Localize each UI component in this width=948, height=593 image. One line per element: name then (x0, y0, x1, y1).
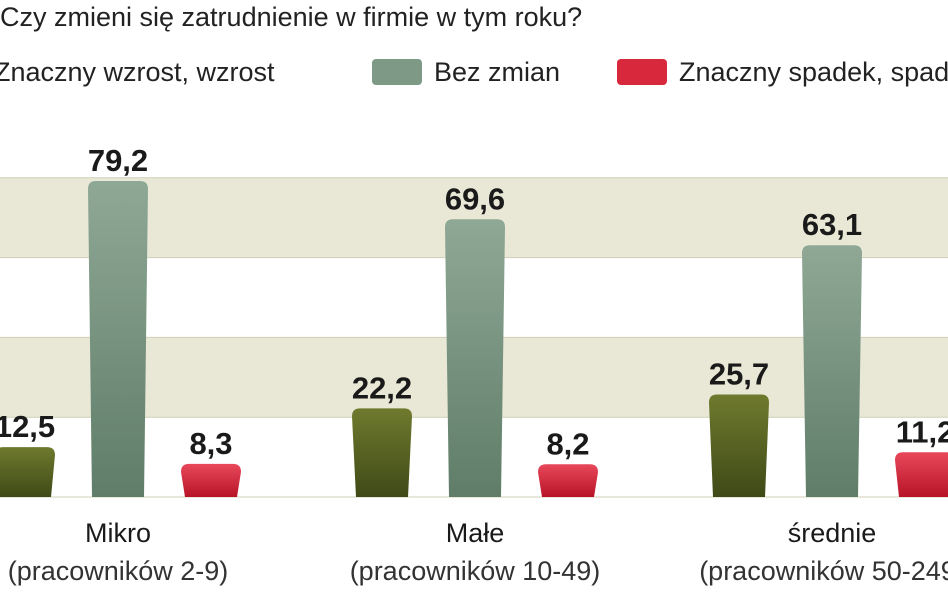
bar-increase (0, 447, 55, 497)
legend-label-decrease: Znaczny spadek, spadek (679, 56, 948, 87)
category-label: średnie (788, 518, 877, 548)
bar-no-change (88, 180, 148, 497)
legend-swatch-no-change (372, 59, 422, 85)
chart-title: Czy zmieni się zatrudnienie w firmie w t… (0, 2, 583, 32)
bar-no-change (445, 219, 505, 497)
category-sublabel: (pracowników 2-9) (8, 556, 229, 586)
legend-item-increase: Znaczny wzrost, wzrost (0, 54, 275, 90)
bars (0, 180, 948, 497)
value-label: 8,3 (189, 426, 232, 461)
legend-label-no-change: Bez zmian (434, 56, 561, 87)
value-label: 79,2 (88, 143, 148, 178)
category-label: Małe (446, 518, 505, 548)
category-sublabel: (pracowników 10-49) (350, 556, 601, 586)
legend-item-decrease: Znaczny spadek, spadek (617, 54, 948, 90)
legend-swatch-decrease (617, 59, 667, 85)
value-label: 12,5 (0, 409, 55, 444)
bar-decrease (538, 464, 598, 497)
category-sublabel: (pracowników 50-249) (699, 556, 948, 586)
legend: Znaczny wzrost, wzrost Bez zmian Znaczny… (0, 54, 948, 90)
category-label: Mikro (85, 518, 151, 548)
bar-increase (352, 408, 412, 497)
value-label: 11,2 (896, 414, 948, 449)
legend-item-no-change: Bez zmian (372, 54, 560, 90)
grid-band (0, 98, 948, 178)
bar-increase (709, 394, 769, 497)
legend-label-increase: Znaczny wzrost, wzrost (0, 56, 275, 87)
category-labels: Mikro (pracowników 2-9) Małe (pracowników 1… (8, 518, 948, 586)
value-label: 22,2 (352, 370, 412, 405)
bar-decrease (895, 452, 948, 497)
value-labels: 12,5 79,2 8,3 22,2 69,6 8,2 25,7 63,1 11,2 (0, 143, 948, 461)
value-label: 25,7 (709, 356, 769, 391)
value-label: 63,1 (802, 207, 862, 242)
value-label: 8,2 (546, 426, 589, 461)
bar-decrease (181, 463, 241, 497)
bar-no-change (802, 245, 862, 497)
value-label: 69,6 (445, 181, 505, 216)
